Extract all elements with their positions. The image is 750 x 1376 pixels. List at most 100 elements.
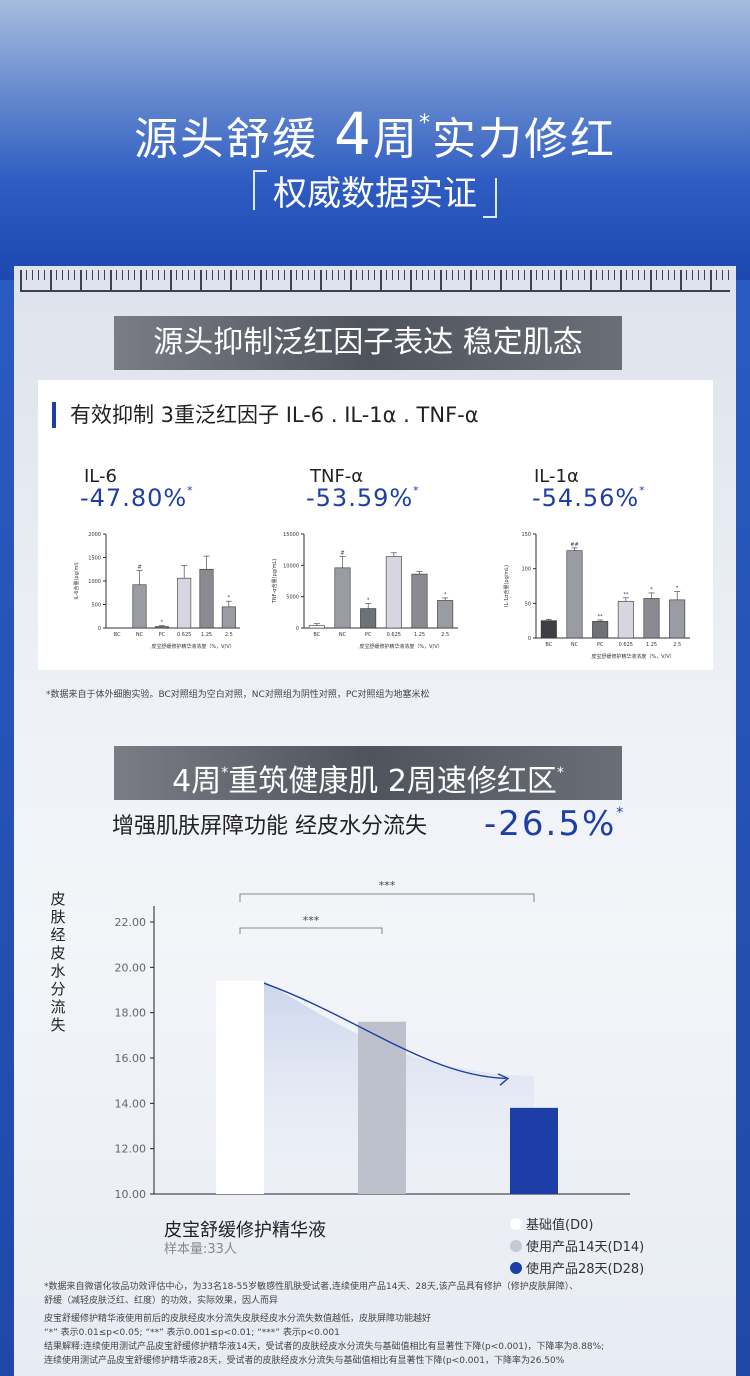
title-part: 源头舒缓 (134, 114, 335, 165)
il6-bar-chart: 0 500 1000 1500 2000 IL-6含量(pg/ml) BC # NC * PC 0.6… (73, 532, 240, 650)
x-tick-label: 2.5 (673, 642, 681, 648)
banner-star: * (556, 765, 564, 781)
bar (199, 568, 214, 629)
banner-text: 源头抑制泛红因子表达 稳定肌态 (153, 325, 583, 360)
banner-text: 重筑健康肌 2周速修红区 (228, 764, 557, 799)
banner-star: * (221, 765, 229, 781)
y-axis-label-char: 皮 (50, 944, 65, 962)
legend-dot (510, 1262, 522, 1274)
significance-label: *** (379, 879, 396, 892)
metric-value-tnfa: -53.59%* (306, 484, 420, 512)
card-title: 有效抑制 3重泛红因子 IL-6 . IL-1α . TNF-α (52, 402, 479, 428)
title-part: 周 (372, 114, 419, 165)
y-tick-label: 150 (521, 532, 531, 538)
y-axis-label-char: 失 (50, 1016, 65, 1034)
significance-label: *** (303, 914, 320, 927)
sample-size: 样本量:33人 (164, 1242, 237, 1257)
title-number: 4 (334, 100, 373, 168)
y-tick-label: 10000 (283, 563, 299, 569)
x-tick-label: 1.25 (646, 642, 657, 648)
x-tick-label: PC (365, 632, 372, 638)
y-axis-label-char: 皮 (50, 890, 65, 908)
y-axis-label-char: 经 (50, 926, 65, 944)
bar (566, 550, 583, 639)
y-tick-label: 16.00 (115, 1052, 147, 1065)
significance-mark: ## (570, 542, 578, 548)
y-axis-label: IL-1α含量(pg/mL) (503, 565, 510, 607)
trend-arrowhead (497, 1073, 510, 1086)
y-axis-label-char: 水 (50, 962, 65, 980)
y-tick-label: 50 (525, 601, 531, 607)
x-axis-label: 皮宝舒缓修护精华液浓度（%，V/V） (591, 653, 674, 660)
legend-dot (510, 1240, 522, 1252)
bar (669, 599, 686, 639)
legend-item-d28: 使用产品28天(D28) (510, 1258, 644, 1277)
significance-mark: ** (598, 614, 604, 620)
x-tick-label: 0.625 (387, 632, 401, 638)
y-axis-label: TNF-α含量(pg/mL) (271, 559, 278, 604)
x-tick-label: NC (571, 642, 579, 648)
x-tick-label: BC (545, 642, 552, 648)
y-tick-label: 500 (91, 603, 101, 609)
y-tick-label: 0 (528, 636, 531, 642)
x-tick-label: 2.5 (441, 632, 449, 638)
bar-d0 (216, 980, 264, 1194)
y-tick-label: 20.00 (115, 961, 147, 974)
y-tick-label: 15000 (283, 532, 299, 538)
bar (643, 598, 660, 639)
value-text: -53.59% (306, 484, 414, 512)
legend-item-d0: 基础值(D0) (510, 1214, 593, 1233)
study-note-5: 结果解释:连续使用测试产品皮宝舒缓修护精华液14天，受试者的皮肤经皮水分流失与基… (44, 1342, 605, 1352)
significance-mark: # (340, 551, 344, 557)
bar (154, 626, 169, 629)
value-text: -47.80% (80, 484, 188, 512)
x-tick-label: NC (339, 632, 347, 638)
section-banner-inhibit: 源头抑制泛红因子表达 稳定肌态 (114, 316, 622, 370)
study-note-2: 舒缓（减轻皮肤泛红、红度）的功效，实际效果，因人而异 (44, 1296, 279, 1306)
significance-bracket (239, 893, 535, 902)
bar (411, 573, 428, 629)
banner-text: 4周 (172, 764, 222, 799)
x-tick-label: BC (313, 632, 320, 638)
legend-item-d14: 使用产品14天(D14) (510, 1236, 644, 1255)
bar (617, 600, 634, 639)
cell-experiment-note: *数据来自于体外细胞实验。BC对照组为空白对照，NC对照组为阴性对照，PC对照组… (46, 690, 430, 700)
y-axis-label: IL-6含量(pg/ml) (73, 562, 80, 599)
legend-label: 使用产品28天(D28) (526, 1262, 645, 1277)
significance-bracket (239, 927, 383, 934)
section-banner-barrier: 4周*重筑健康肌 2周速修红区* (114, 746, 622, 800)
il1a-bar-chart: 050100150IL-1α含量(pg/mL)BC##NC**PC**0.625… (503, 532, 690, 660)
y-tick-label: 22.00 (115, 916, 147, 929)
value-text: -54.56% (532, 484, 640, 512)
title-part: 实力修红 (431, 114, 616, 165)
ruler-baseline (20, 290, 730, 292)
x-tick-label: NC (136, 632, 144, 638)
bar-d28 (510, 1107, 558, 1194)
bar-d14 (358, 1021, 406, 1194)
y-tick-label: 1000 (88, 579, 101, 585)
significance-mark: * (650, 587, 653, 593)
y-tick-label: 0 (296, 626, 299, 632)
bar (437, 600, 454, 629)
x-tick-label: 0.625 (619, 642, 633, 648)
x-axis-label: 皮宝舒缓修护精华液浓度（%，V/V） (151, 643, 234, 650)
y-axis-label-char: 分 (50, 980, 65, 998)
x-tick-label: 0.625 (177, 632, 191, 638)
bar (592, 621, 609, 639)
metric-name-il6: IL-6 (84, 466, 117, 487)
value-star: * (639, 484, 646, 497)
metric-name-il1a: IL-1α (534, 466, 579, 487)
bar (334, 567, 351, 629)
bar (177, 577, 192, 629)
significance-mark: * (161, 620, 164, 626)
title-star: * (418, 111, 432, 136)
x-tick-label: 1.25 (414, 632, 425, 638)
study-note-6: 连续使用测试产品皮宝舒缓修护精华液28天，受试者的皮肤经皮水分流失与基础值相比有… (44, 1356, 565, 1366)
legend-label: 基础值(D0) (526, 1218, 594, 1233)
significance-mark: # (137, 565, 141, 571)
metric-value-il6: -47.80%* (80, 484, 194, 512)
value-star: * (187, 484, 194, 497)
legend-dot (510, 1218, 522, 1230)
significance-mark: ** (623, 592, 629, 598)
page-subtitle: 权威数据实证 (253, 168, 497, 220)
